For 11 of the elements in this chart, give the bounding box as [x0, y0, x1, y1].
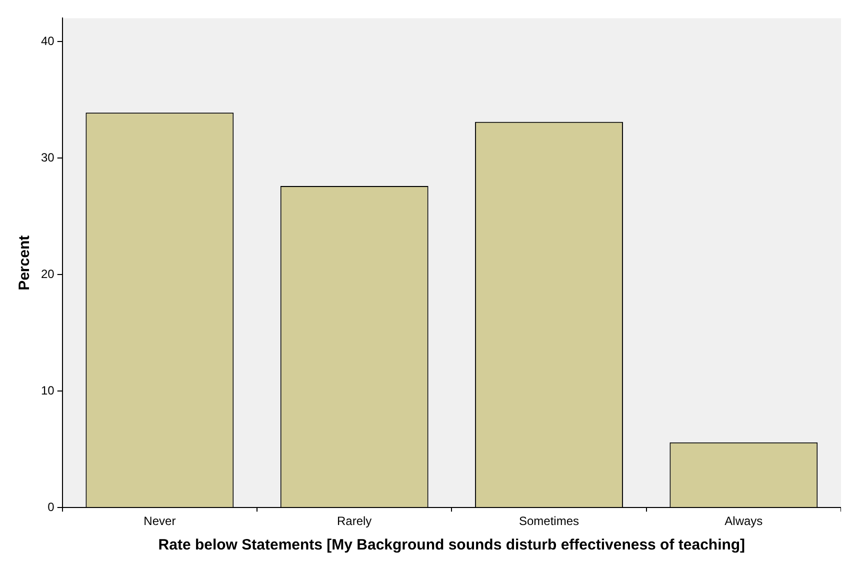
y-tick-label: 0 — [48, 500, 55, 514]
y-axis-title: Percent — [16, 235, 34, 290]
y-tick-label: 40 — [40, 34, 55, 48]
x-tick-label: Always — [724, 514, 763, 528]
y-tick-label: 20 — [40, 266, 55, 281]
y-tick-label: 10 — [40, 383, 55, 398]
x-tick-label: Never — [144, 514, 176, 528]
y-tick-label: 30 — [40, 150, 55, 164]
x-tick-label: Rarely — [337, 514, 372, 528]
x-tick-label: Sometimes — [518, 514, 580, 528]
x-axis-title: Rate below Statements [My Background sounds disturb effectiveness of teaching] — [158, 536, 746, 554]
